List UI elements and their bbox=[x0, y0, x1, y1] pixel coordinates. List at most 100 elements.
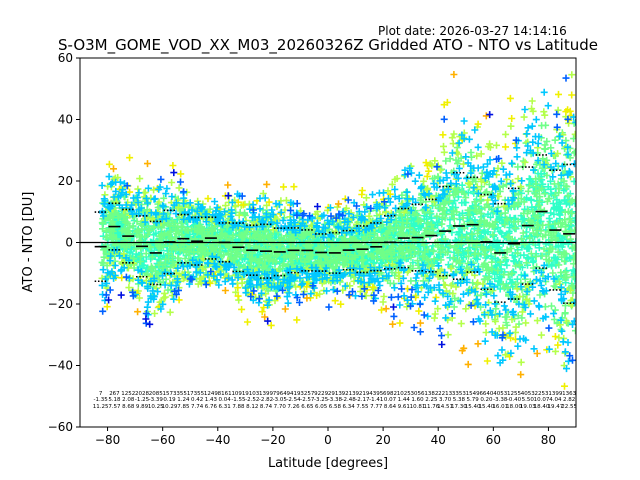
bin-mean-label: -3.05 bbox=[273, 397, 288, 403]
bin-mean-label: -2.17 bbox=[355, 397, 370, 403]
bin-std-label: 8.12 bbox=[246, 404, 258, 410]
bin-mean-label: 0.20 bbox=[480, 397, 493, 403]
bin-std-label: 6.65 bbox=[301, 404, 314, 410]
bin-std-label: 16.01 bbox=[492, 404, 508, 410]
bin-mean-label: 1.43 bbox=[205, 397, 218, 403]
bin-n-label: 2213 bbox=[438, 391, 452, 397]
x-tick-label: 0 bbox=[324, 433, 332, 447]
bin-mean-label: 0.07 bbox=[384, 397, 397, 403]
bin-std-label: 6.34 bbox=[343, 404, 356, 410]
bin-std-label: 18.40 bbox=[534, 404, 550, 410]
scatter-points bbox=[98, 71, 576, 390]
bin-n-label: 1025 bbox=[397, 391, 411, 397]
y-tick-label: 0 bbox=[65, 236, 73, 250]
bin-std-label: 19.47 bbox=[547, 404, 563, 410]
bin-mean-label: 5.50 bbox=[522, 397, 535, 403]
bin-mean-label: 3.70 bbox=[439, 397, 452, 403]
bin-std-label: 7.57 bbox=[108, 404, 121, 410]
x-tick-label: 20 bbox=[375, 433, 390, 447]
bin-n-label: 7355 bbox=[190, 391, 204, 397]
bin-mean-label: 1.60 bbox=[411, 397, 424, 403]
bin-mean-label: -2.52 bbox=[245, 397, 259, 403]
bin-std-label: 22.55 bbox=[561, 404, 577, 410]
bin-n-label: 4395 bbox=[369, 391, 383, 397]
bin-mean-label: -1.35 bbox=[94, 397, 109, 403]
bin-n-label: 6640 bbox=[479, 391, 493, 397]
bin-mean-label: 10.07 bbox=[534, 397, 550, 403]
bin-std-label: 7.55 bbox=[356, 404, 369, 410]
bin-n-label: 2913 bbox=[328, 391, 342, 397]
bin-std-label: 15.40 bbox=[479, 404, 495, 410]
bin-std-label: 6.76 bbox=[205, 404, 218, 410]
bin-n-label: 4053 bbox=[521, 391, 535, 397]
bin-std-label: 9.61 bbox=[398, 404, 410, 410]
bin-mean-label: -2.48 bbox=[342, 397, 357, 403]
bin-std-label: 7.85 bbox=[177, 404, 190, 410]
bin-n-label: 9213 bbox=[342, 391, 356, 397]
y-tick-label: −20 bbox=[48, 297, 73, 311]
bin-mean-label: 2.08 bbox=[122, 397, 135, 403]
bin-n-label: 1363 bbox=[562, 391, 576, 397]
y-tick-label: 20 bbox=[58, 174, 73, 188]
bin-n-label: 3551 bbox=[176, 391, 190, 397]
x-tick-label: 80 bbox=[541, 433, 556, 447]
bin-n-label: 3257 bbox=[300, 391, 314, 397]
bin-mean-label: -1.41 bbox=[369, 397, 383, 403]
bin-std-label: 18.00 bbox=[506, 404, 522, 410]
bin-n-label: 1573 bbox=[163, 391, 177, 397]
bin-std-label: 7.70 bbox=[274, 404, 287, 410]
scatter-series-6 bbox=[99, 74, 576, 364]
bin-mean-label: 5.38 bbox=[453, 397, 466, 403]
bin-std-label: 7.88 bbox=[232, 404, 245, 410]
bin-n-label: 9219 bbox=[355, 391, 369, 397]
bin-mean-label: -3.39 bbox=[149, 397, 164, 403]
bin-std-label: 10.25 bbox=[148, 404, 164, 410]
bin-std-label: 10.81 bbox=[410, 404, 426, 410]
bin-std-label: 8.68 bbox=[122, 404, 135, 410]
bin-std-label: 7.26 bbox=[287, 404, 300, 410]
bin-std-label: 14.51 bbox=[437, 404, 453, 410]
bin-std-label: 8.64 bbox=[384, 404, 397, 410]
bin-std-label: 19.03 bbox=[520, 404, 536, 410]
x-tick-label: −80 bbox=[95, 433, 120, 447]
bin-std-label: 17.30 bbox=[451, 404, 467, 410]
bin-n-label: 7 bbox=[99, 391, 103, 397]
y-tick-label: 60 bbox=[58, 51, 73, 65]
bin-n-label: 1399 bbox=[259, 391, 273, 397]
bin-n-label: 1382 bbox=[424, 391, 438, 397]
bin-n-label: 1249 bbox=[204, 391, 218, 397]
bin-n-label: 6982 bbox=[383, 391, 397, 397]
y-tick-label: 40 bbox=[58, 113, 73, 127]
bin-mean-label: 4.04 bbox=[549, 397, 562, 403]
bin-std-label: 15.40 bbox=[465, 404, 481, 410]
bin-n-label: 1399 bbox=[548, 391, 562, 397]
bin-std-label: 6.58 bbox=[329, 404, 342, 410]
x-tick-label: 60 bbox=[486, 433, 501, 447]
bin-n-label: 4053 bbox=[493, 391, 507, 397]
scatter-series-4 bbox=[110, 71, 541, 379]
x-axis: −80 −60 −40 −20 0 20 40 60 80 bbox=[95, 427, 556, 447]
bin-mean-label: -3.38 bbox=[493, 397, 508, 403]
bin-n-label: 2253 bbox=[535, 391, 549, 397]
chart-title: S-O3M_GOME_VOD_XX_M03_20260326Z Gridded … bbox=[58, 36, 598, 55]
bin-std-label: 9.89 bbox=[136, 404, 149, 410]
bin-mean-label: -2.54 bbox=[286, 397, 301, 403]
bin-n-label: 1252 bbox=[121, 391, 135, 397]
bin-n-label: 3353 bbox=[452, 391, 466, 397]
y-tick-label: −60 bbox=[48, 420, 73, 434]
bin-n-label: 2085 bbox=[149, 391, 163, 397]
bin-mean-label: 1.44 bbox=[398, 397, 411, 403]
bin-n-label: 1549 bbox=[466, 391, 480, 397]
bin-std-label: 7.74 bbox=[191, 404, 204, 410]
scatter-series-7 bbox=[105, 111, 494, 348]
bin-std-label: 6.05 bbox=[315, 404, 328, 410]
bin-n-label: 1091 bbox=[231, 391, 245, 397]
bin-mean-label: -2.82 bbox=[259, 397, 273, 403]
bin-mean-label: -3.38 bbox=[328, 397, 343, 403]
bin-mean-label: -0.40 bbox=[507, 397, 522, 403]
bin-mean-label: 5.79 bbox=[467, 397, 480, 403]
x-axis-label: Latitude [degrees] bbox=[268, 456, 388, 471]
bin-n-label: 9229 bbox=[314, 391, 328, 397]
bin-statistics-labels: 7-1.3511.252675.187.5712522.088.682028-1… bbox=[93, 391, 578, 410]
y-tick-label: −40 bbox=[48, 359, 73, 373]
